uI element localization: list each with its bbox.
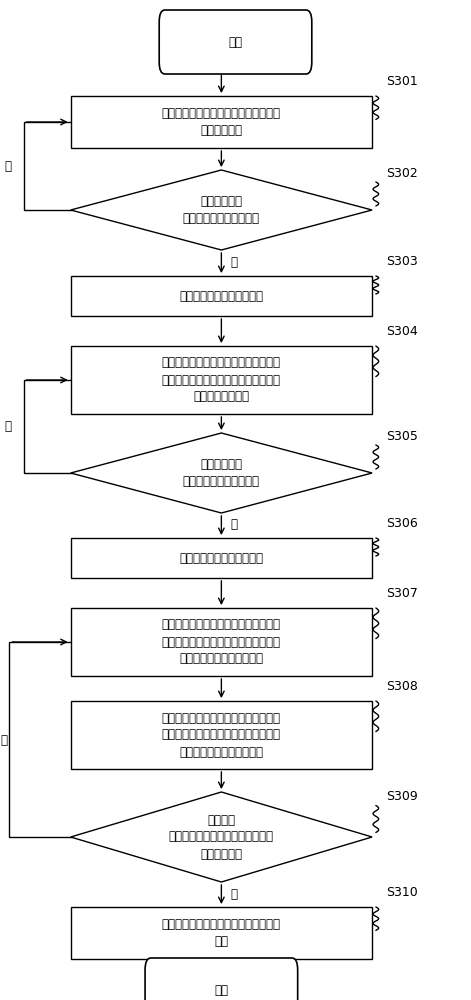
Text: 是: 是	[231, 256, 238, 269]
Text: S303: S303	[386, 255, 418, 268]
FancyBboxPatch shape	[145, 958, 298, 1000]
Text: S308: S308	[386, 680, 418, 693]
Polygon shape	[71, 170, 372, 250]
Text: S306: S306	[386, 517, 418, 530]
Text: 否: 否	[5, 159, 12, 172]
Text: 获得训练中的第二神经网络: 获得训练中的第二神经网络	[179, 552, 263, 564]
Text: S304: S304	[386, 325, 418, 338]
Text: 否: 否	[5, 420, 12, 432]
Bar	[71, 538, 372, 578]
Text: 利用训练图像、以及训练中的第二神经
网络对于训练图像输出的训练用第二特
征信息，训练第一神经网络: 利用训练图像、以及训练中的第二神经 网络对于训练图像输出的训练用第二特 征信息，…	[162, 618, 281, 666]
Text: 是: 是	[231, 888, 238, 900]
Text: 第二损失函数
满足第二预定阈值条件？: 第二损失函数 满足第二预定阈值条件？	[183, 458, 260, 488]
Text: 利用训练图像、以及第一神经网络对于
训练图像输出的训练用第一特征信息，
训练第二神经网络: 利用训练图像、以及第一神经网络对于 训练图像输出的训练用第一特征信息， 训练第二…	[162, 357, 281, 403]
Text: 结束: 结束	[214, 984, 228, 996]
Text: S301: S301	[386, 75, 418, 88]
Polygon shape	[71, 433, 372, 513]
Bar	[71, 907, 372, 959]
Polygon shape	[71, 792, 372, 882]
Text: 是: 是	[231, 518, 238, 532]
Text: 利用训练图像、以及训练中的第一神经
网络对于训练图像输出的训练用第一特
征信息，训练第二神经网络: 利用训练图像、以及训练中的第一神经 网络对于训练图像输出的训练用第一特 征信息，…	[162, 712, 281, 758]
Text: S302: S302	[386, 167, 418, 180]
Bar	[71, 701, 372, 769]
Text: 开始: 开始	[228, 35, 243, 48]
Text: 获得训练中的第一神经网络: 获得训练中的第一神经网络	[179, 290, 263, 302]
Text: 利用标注有训练目标的训练图像，训练
第一神经网络: 利用标注有训练目标的训练图像，训练 第一神经网络	[162, 107, 281, 137]
Text: 获得训练好的第一神经网络和第二神经
网络: 获得训练好的第一神经网络和第二神经 网络	[162, 918, 281, 948]
FancyBboxPatch shape	[159, 10, 312, 74]
Text: 否: 否	[0, 734, 7, 746]
Text: 第一损失
函数和第二损失函数都满足第三预
定阈值条件？: 第一损失 函数和第二损失函数都满足第三预 定阈值条件？	[169, 814, 274, 860]
Text: S307: S307	[386, 587, 418, 600]
Bar	[71, 96, 372, 148]
Bar	[71, 608, 372, 676]
Text: S310: S310	[386, 886, 418, 899]
Bar	[71, 346, 372, 414]
Bar	[71, 276, 372, 316]
Text: S309: S309	[386, 790, 418, 803]
Text: 第一损失函数
满足第一预定阈值条件？: 第一损失函数 满足第一预定阈值条件？	[183, 195, 260, 225]
Text: S305: S305	[386, 430, 418, 443]
